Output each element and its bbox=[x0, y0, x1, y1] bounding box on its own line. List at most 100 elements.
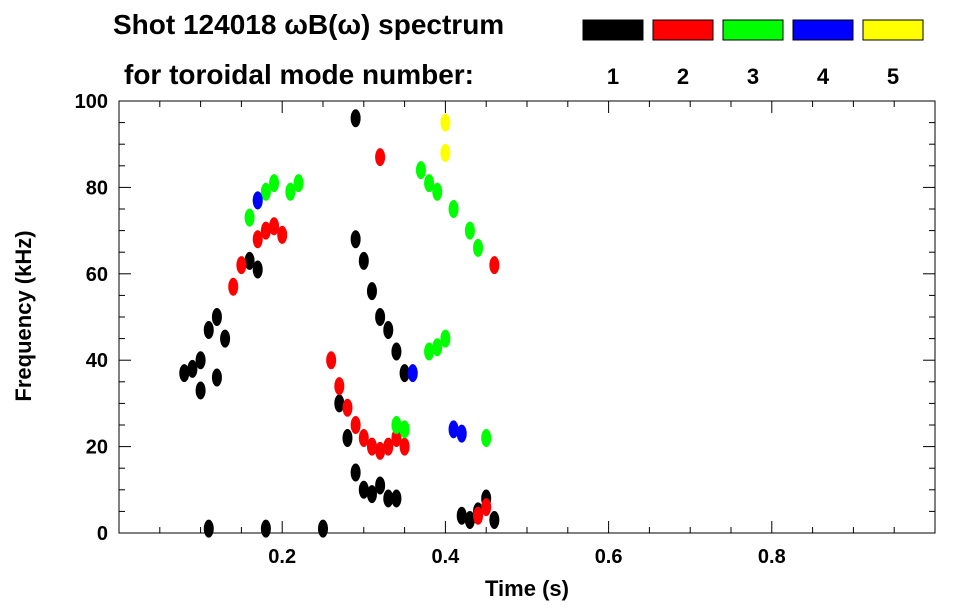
spectrum-point-mode-1 bbox=[203, 519, 214, 538]
legend-label-mode-2: 2 bbox=[677, 64, 689, 89]
spectrum-point-mode-3 bbox=[293, 174, 304, 193]
legend-label-mode-4: 4 bbox=[817, 64, 830, 89]
y-tick-label: 20 bbox=[86, 437, 108, 459]
spectrum-point-mode-1 bbox=[179, 364, 190, 383]
spectrum-point-mode-1 bbox=[203, 320, 214, 339]
spectrum-point-mode-4 bbox=[252, 191, 263, 210]
spectrum-point-mode-3 bbox=[424, 342, 435, 361]
spectrum-point-mode-2 bbox=[277, 225, 288, 244]
series-mode-1 bbox=[179, 109, 500, 538]
spectrum-point-mode-1 bbox=[342, 428, 353, 447]
spectrum-point-mode-3 bbox=[440, 329, 451, 348]
legend: 1 2 3 4 5 bbox=[582, 19, 924, 89]
spectrum-point-mode-1 bbox=[334, 394, 345, 413]
spectrum-point-mode-4 bbox=[456, 424, 467, 443]
spectrum-point-mode-3 bbox=[285, 182, 296, 201]
spectrum-point-mode-1 bbox=[366, 282, 377, 301]
spectrum-point-mode-2 bbox=[269, 217, 280, 236]
spectrum-point-mode-1 bbox=[366, 485, 377, 504]
spectrum-point-mode-1 bbox=[399, 364, 410, 383]
series-mode-3 bbox=[244, 161, 492, 447]
chart-title-line-1: Shot 124018 ωB(ω) spectrum bbox=[113, 9, 504, 40]
spectrum-point-mode-2 bbox=[473, 506, 484, 525]
spectrum-point-mode-2 bbox=[375, 441, 386, 460]
spectrum-point-mode-1 bbox=[375, 476, 386, 495]
legend-label-mode-5: 5 bbox=[887, 64, 899, 89]
spectrum-point-mode-1 bbox=[350, 230, 361, 249]
x-tick-label: 0.2 bbox=[268, 546, 296, 568]
spectrum-point-mode-2 bbox=[334, 377, 345, 396]
spectrum-point-mode-1 bbox=[260, 519, 271, 538]
spectrum-point-mode-2 bbox=[366, 437, 377, 456]
spectrum-point-mode-1 bbox=[391, 342, 402, 361]
spectrum-point-mode-1 bbox=[211, 308, 222, 326]
spectrum-point-mode-1 bbox=[350, 463, 361, 482]
legend-label-mode-3: 3 bbox=[747, 64, 759, 89]
spectrum-point-mode-3 bbox=[244, 208, 255, 227]
spectrum-point-mode-1 bbox=[220, 329, 231, 348]
spectrum-point-mode-1 bbox=[383, 489, 394, 508]
spectrum-point-mode-3 bbox=[481, 428, 492, 447]
spectrum-point-mode-3 bbox=[432, 182, 443, 201]
spectrum-point-mode-2 bbox=[481, 498, 492, 517]
spectrum-point-mode-2 bbox=[383, 437, 394, 456]
y-tick-label: 0 bbox=[97, 523, 108, 545]
y-tick-label: 40 bbox=[86, 350, 108, 372]
spectrum-point-mode-2 bbox=[252, 230, 263, 249]
x-tick-label: 0.4 bbox=[431, 546, 460, 568]
spectrum-point-mode-3 bbox=[269, 174, 280, 193]
spectrum-point-mode-3 bbox=[424, 174, 435, 193]
series-mode-5 bbox=[440, 113, 451, 162]
spectrum-point-mode-2 bbox=[236, 256, 247, 275]
legend-swatch-mode-1 bbox=[582, 19, 644, 41]
legend-swatch-mode-3 bbox=[722, 19, 784, 41]
spectrum-point-mode-1 bbox=[350, 109, 361, 128]
spectrum-point-mode-1 bbox=[195, 381, 206, 400]
spectrum-point-mode-1 bbox=[252, 260, 263, 279]
axes: 0.2 0.4 0.6 0.8 0 20 40 60 80 100 bbox=[75, 91, 935, 568]
spectrum-point-mode-2 bbox=[391, 428, 402, 447]
chart-title-line-2: for toroidal mode number: bbox=[124, 59, 474, 90]
y-tick-label: 80 bbox=[86, 177, 108, 199]
spectrum-point-mode-2 bbox=[375, 148, 386, 167]
spectrum-point-mode-1 bbox=[187, 359, 198, 378]
spectrum-point-mode-4 bbox=[407, 364, 418, 383]
x-tick-label: 0.8 bbox=[758, 546, 786, 568]
spectrum-point-mode-1 bbox=[464, 511, 475, 530]
spectrum-point-mode-5 bbox=[440, 143, 451, 162]
spectrum-point-mode-1 bbox=[391, 489, 402, 508]
spectrum-point-mode-2 bbox=[350, 416, 361, 434]
spectrum-point-mode-1 bbox=[211, 368, 222, 387]
spectrum-point-mode-2 bbox=[260, 221, 271, 240]
legend-swatch-mode-4 bbox=[792, 19, 854, 41]
spectrum-point-mode-2 bbox=[358, 428, 369, 447]
spectrum-point-mode-3 bbox=[391, 416, 402, 434]
spectrum-point-mode-3 bbox=[260, 182, 271, 201]
spectrum-data bbox=[179, 109, 500, 538]
spectrum-point-mode-1 bbox=[383, 320, 394, 339]
spectrum-point-mode-2 bbox=[399, 437, 410, 456]
spectrum-point-mode-3 bbox=[432, 338, 443, 357]
spectrum-point-mode-1 bbox=[358, 480, 369, 499]
spectrum-point-mode-3 bbox=[399, 420, 410, 439]
spectrum-point-mode-1 bbox=[195, 351, 206, 370]
spectrum-point-mode-1 bbox=[244, 251, 255, 270]
spectrum-point-mode-5 bbox=[440, 113, 451, 132]
spectrum-point-mode-2 bbox=[342, 398, 353, 417]
y-tick-label: 60 bbox=[86, 264, 108, 286]
y-tick-label: 100 bbox=[75, 91, 108, 113]
spectrum-point-mode-1 bbox=[456, 506, 467, 525]
x-axis-label: Time (s) bbox=[485, 576, 569, 601]
legend-swatch-mode-5 bbox=[862, 19, 924, 41]
x-tick-label: 0.6 bbox=[595, 546, 623, 568]
spectrum-point-mode-1 bbox=[375, 308, 386, 326]
spectrum-point-mode-1 bbox=[489, 511, 500, 530]
spectrum-point-mode-3 bbox=[448, 200, 459, 218]
y-axis-label: Frequency (kHz) bbox=[11, 230, 36, 401]
spectrum-point-mode-3 bbox=[415, 161, 426, 180]
series-mode-4 bbox=[252, 191, 467, 443]
spectrum-point-mode-3 bbox=[473, 238, 484, 257]
spectrum-point-mode-1 bbox=[358, 251, 369, 270]
spectrum-point-mode-4 bbox=[448, 420, 459, 439]
